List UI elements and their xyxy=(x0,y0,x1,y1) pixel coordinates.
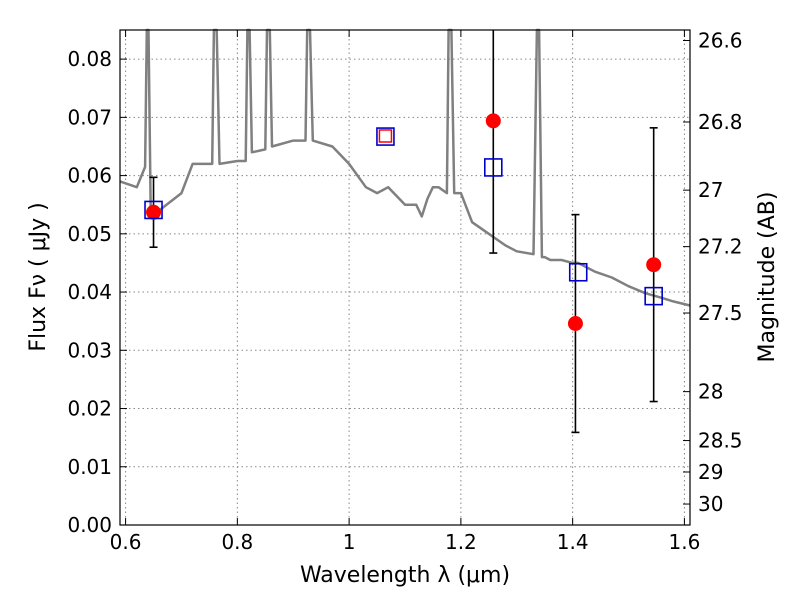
right-tick-label: 26.6 xyxy=(698,28,743,52)
y-tick-label: 0.05 xyxy=(67,222,112,246)
observed-point xyxy=(646,257,662,273)
right-tick-label: 27.2 xyxy=(698,235,743,259)
plot-area xyxy=(119,28,691,434)
y-tick-label: 0.08 xyxy=(67,47,112,71)
model-spectrum-line xyxy=(119,28,691,307)
y-tick-label: 0.01 xyxy=(67,455,112,479)
y-tick-label: 0.04 xyxy=(67,280,112,304)
observed-point xyxy=(485,113,501,129)
right-tick-label: 27 xyxy=(698,178,723,202)
observed-point xyxy=(378,129,393,143)
plot-frame xyxy=(119,29,691,526)
right-tick-label: 28 xyxy=(698,380,723,404)
synthetic-point xyxy=(568,262,588,282)
y-axis-label: Flux Fν ( μJy ) xyxy=(26,202,51,351)
x-tick-label: 0.8 xyxy=(221,530,253,554)
grid xyxy=(120,30,690,526)
synthetic-point xyxy=(483,158,503,177)
y-tick-label: 0.00 xyxy=(67,513,112,537)
x-tick-label: 1.4 xyxy=(557,530,589,554)
axis-ticks: 0.6 0.8 1 1.2 1.4 1.6 0.00 0.01 0.02 0.03 0.04 0.05… xyxy=(67,28,742,554)
observed-point xyxy=(146,204,162,220)
y-tick-label: 0.07 xyxy=(67,105,112,129)
observed-point xyxy=(567,316,583,332)
x-axis-label: Wavelength λ (μm) xyxy=(300,563,510,588)
synthetic-point xyxy=(376,127,395,146)
y-tick-label: 0.02 xyxy=(67,397,112,421)
right-tick-label: 26.8 xyxy=(698,110,743,134)
x-tick-label: 1.2 xyxy=(445,530,477,554)
x-tick-label: 0.6 xyxy=(110,530,142,554)
right-tick-label: 29 xyxy=(698,460,723,484)
right-tick-label: 30 xyxy=(698,492,723,516)
synthetic-point xyxy=(644,286,663,306)
y-axis-right-label: Magnitude (AB) xyxy=(755,192,780,363)
right-tick-label: 28.5 xyxy=(698,429,743,453)
y-tick-label: 0.06 xyxy=(67,164,112,188)
x-tick-label: 1 xyxy=(343,530,356,554)
synthetic-point xyxy=(144,200,163,220)
x-tick-label: 1.6 xyxy=(669,530,701,554)
y-tick-label: 0.03 xyxy=(67,338,112,362)
right-tick-label: 27.5 xyxy=(698,301,743,325)
